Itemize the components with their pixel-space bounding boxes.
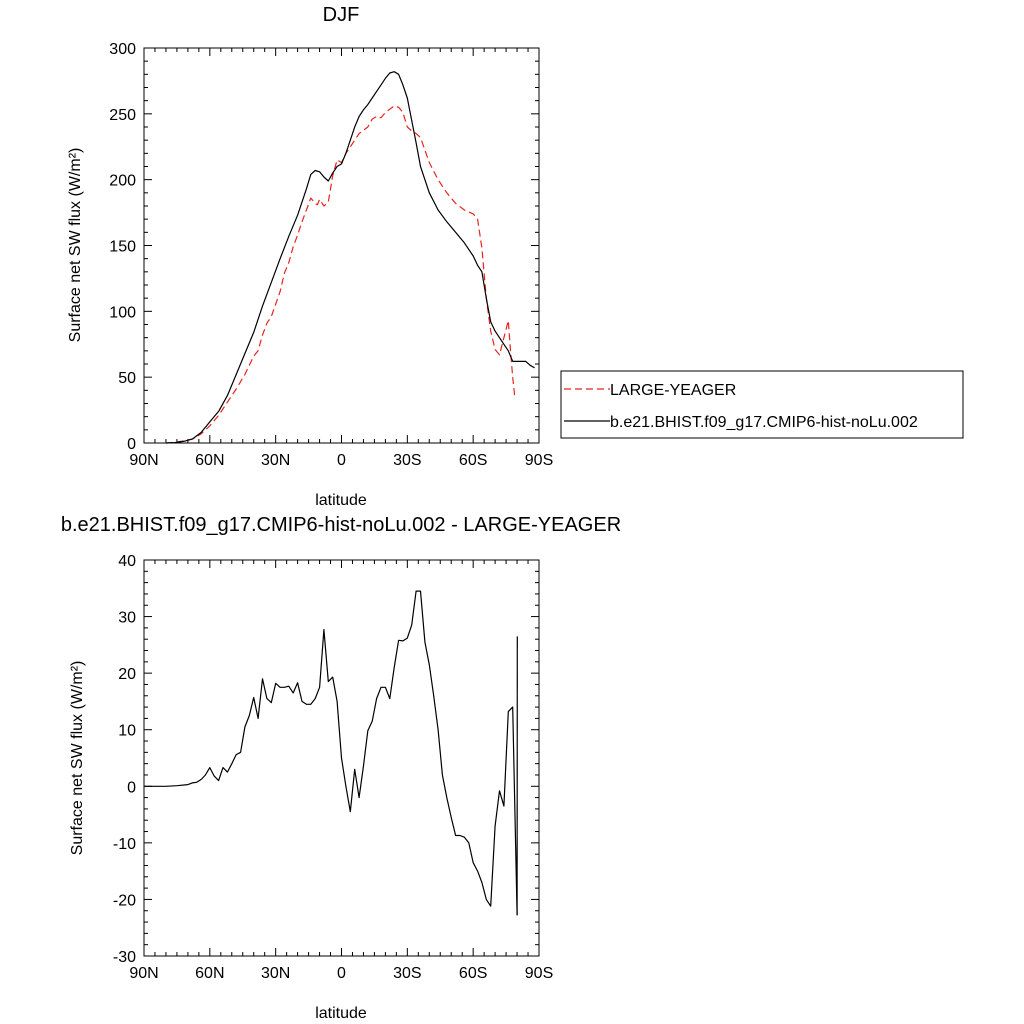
bottom-chart-x-axis-label: latitude <box>315 1005 367 1022</box>
legend-label-large-yeager: LARGE-YEAGER <box>610 382 736 399</box>
bottom-plot-area: 90N 60N 30N 0 30S 60S 90S -30 -20 -10 0 10 20 30 40 <box>113 553 553 982</box>
bottom-x-tick-label: 60N <box>195 965 224 982</box>
legend-label-cmip6: b.e21.BHIST.f09_g17.CMIP6-hist-noLu.002 <box>610 414 918 431</box>
bottom-y-tick-label: -20 <box>113 892 136 909</box>
bottom-chart: b.e21.BHIST.f09_g17.CMIP6-hist-noLu.002 … <box>61 514 621 1022</box>
bottom-y-tick-label: 0 <box>127 779 136 796</box>
bottom-y-tick-label: 30 <box>118 610 136 627</box>
bottom-y-tick-label: 10 <box>118 723 136 740</box>
top-y-tick-label: 250 <box>109 107 136 124</box>
bottom-x-tick-label: 30N <box>261 965 290 982</box>
top-plot-area: 90N 60N 30N 0 30S 60S 90S 0 50 100 150 200 250 300 <box>109 41 553 469</box>
top-y-tick-label: 150 <box>109 239 136 256</box>
bottom-series-line-0 <box>144 590 518 916</box>
top-x-tick-label: 90N <box>129 452 158 469</box>
top-series-line-1 <box>165 71 535 444</box>
top-chart-title: DJF <box>323 4 360 26</box>
top-series-line-0 <box>165 105 516 444</box>
top-x-tick-label: 60S <box>459 452 487 469</box>
bottom-x-tick-label: 90S <box>525 965 553 982</box>
bottom-y-tick-label: 40 <box>118 553 136 570</box>
top-chart-legend: LARGE-YEAGER b.e21.BHIST.f09_g17.CMIP6-h… <box>560 370 964 439</box>
bottom-chart-title: b.e21.BHIST.f09_g17.CMIP6-hist-noLu.002 … <box>61 514 621 536</box>
bottom-chart-y-axis-label: Surface net SW flux (W/m²) <box>69 661 86 856</box>
bottom-y-tick-label: 20 <box>118 666 136 683</box>
top-x-tick-label: 60N <box>195 452 224 469</box>
top-x-tick-label: 90S <box>525 452 553 469</box>
bottom-y-tick-label: -10 <box>113 836 136 853</box>
top-chart-x-axis-label: latitude <box>315 492 367 509</box>
top-x-tick-label: 30S <box>393 452 421 469</box>
bottom-y-tick-label: -30 <box>113 949 136 966</box>
bottom-x-tick-label: 30S <box>393 965 421 982</box>
bottom-x-tick-label: 90N <box>129 965 158 982</box>
bottom-x-tick-label: 0 <box>337 965 346 982</box>
top-chart-y-axis-label: Surface net SW flux (W/m²) <box>67 148 84 343</box>
bottom-x-tick-label: 60S <box>459 965 487 982</box>
top-x-tick-label: 0 <box>337 452 346 469</box>
top-y-tick-label: 50 <box>118 370 136 387</box>
legend-box <box>560 370 964 439</box>
top-x-tick-label: 30N <box>261 452 290 469</box>
top-y-tick-label: 100 <box>109 304 136 321</box>
top-y-tick-label: 200 <box>109 173 136 190</box>
top-y-tick-label: 0 <box>127 436 136 453</box>
top-plot-frame <box>143 47 540 444</box>
top-chart: DJF 90N 60N 30N 0 30S 60S 90S 0 50 100 150 200 250 30… <box>67 4 964 509</box>
top-y-tick-label: 300 <box>109 41 136 58</box>
